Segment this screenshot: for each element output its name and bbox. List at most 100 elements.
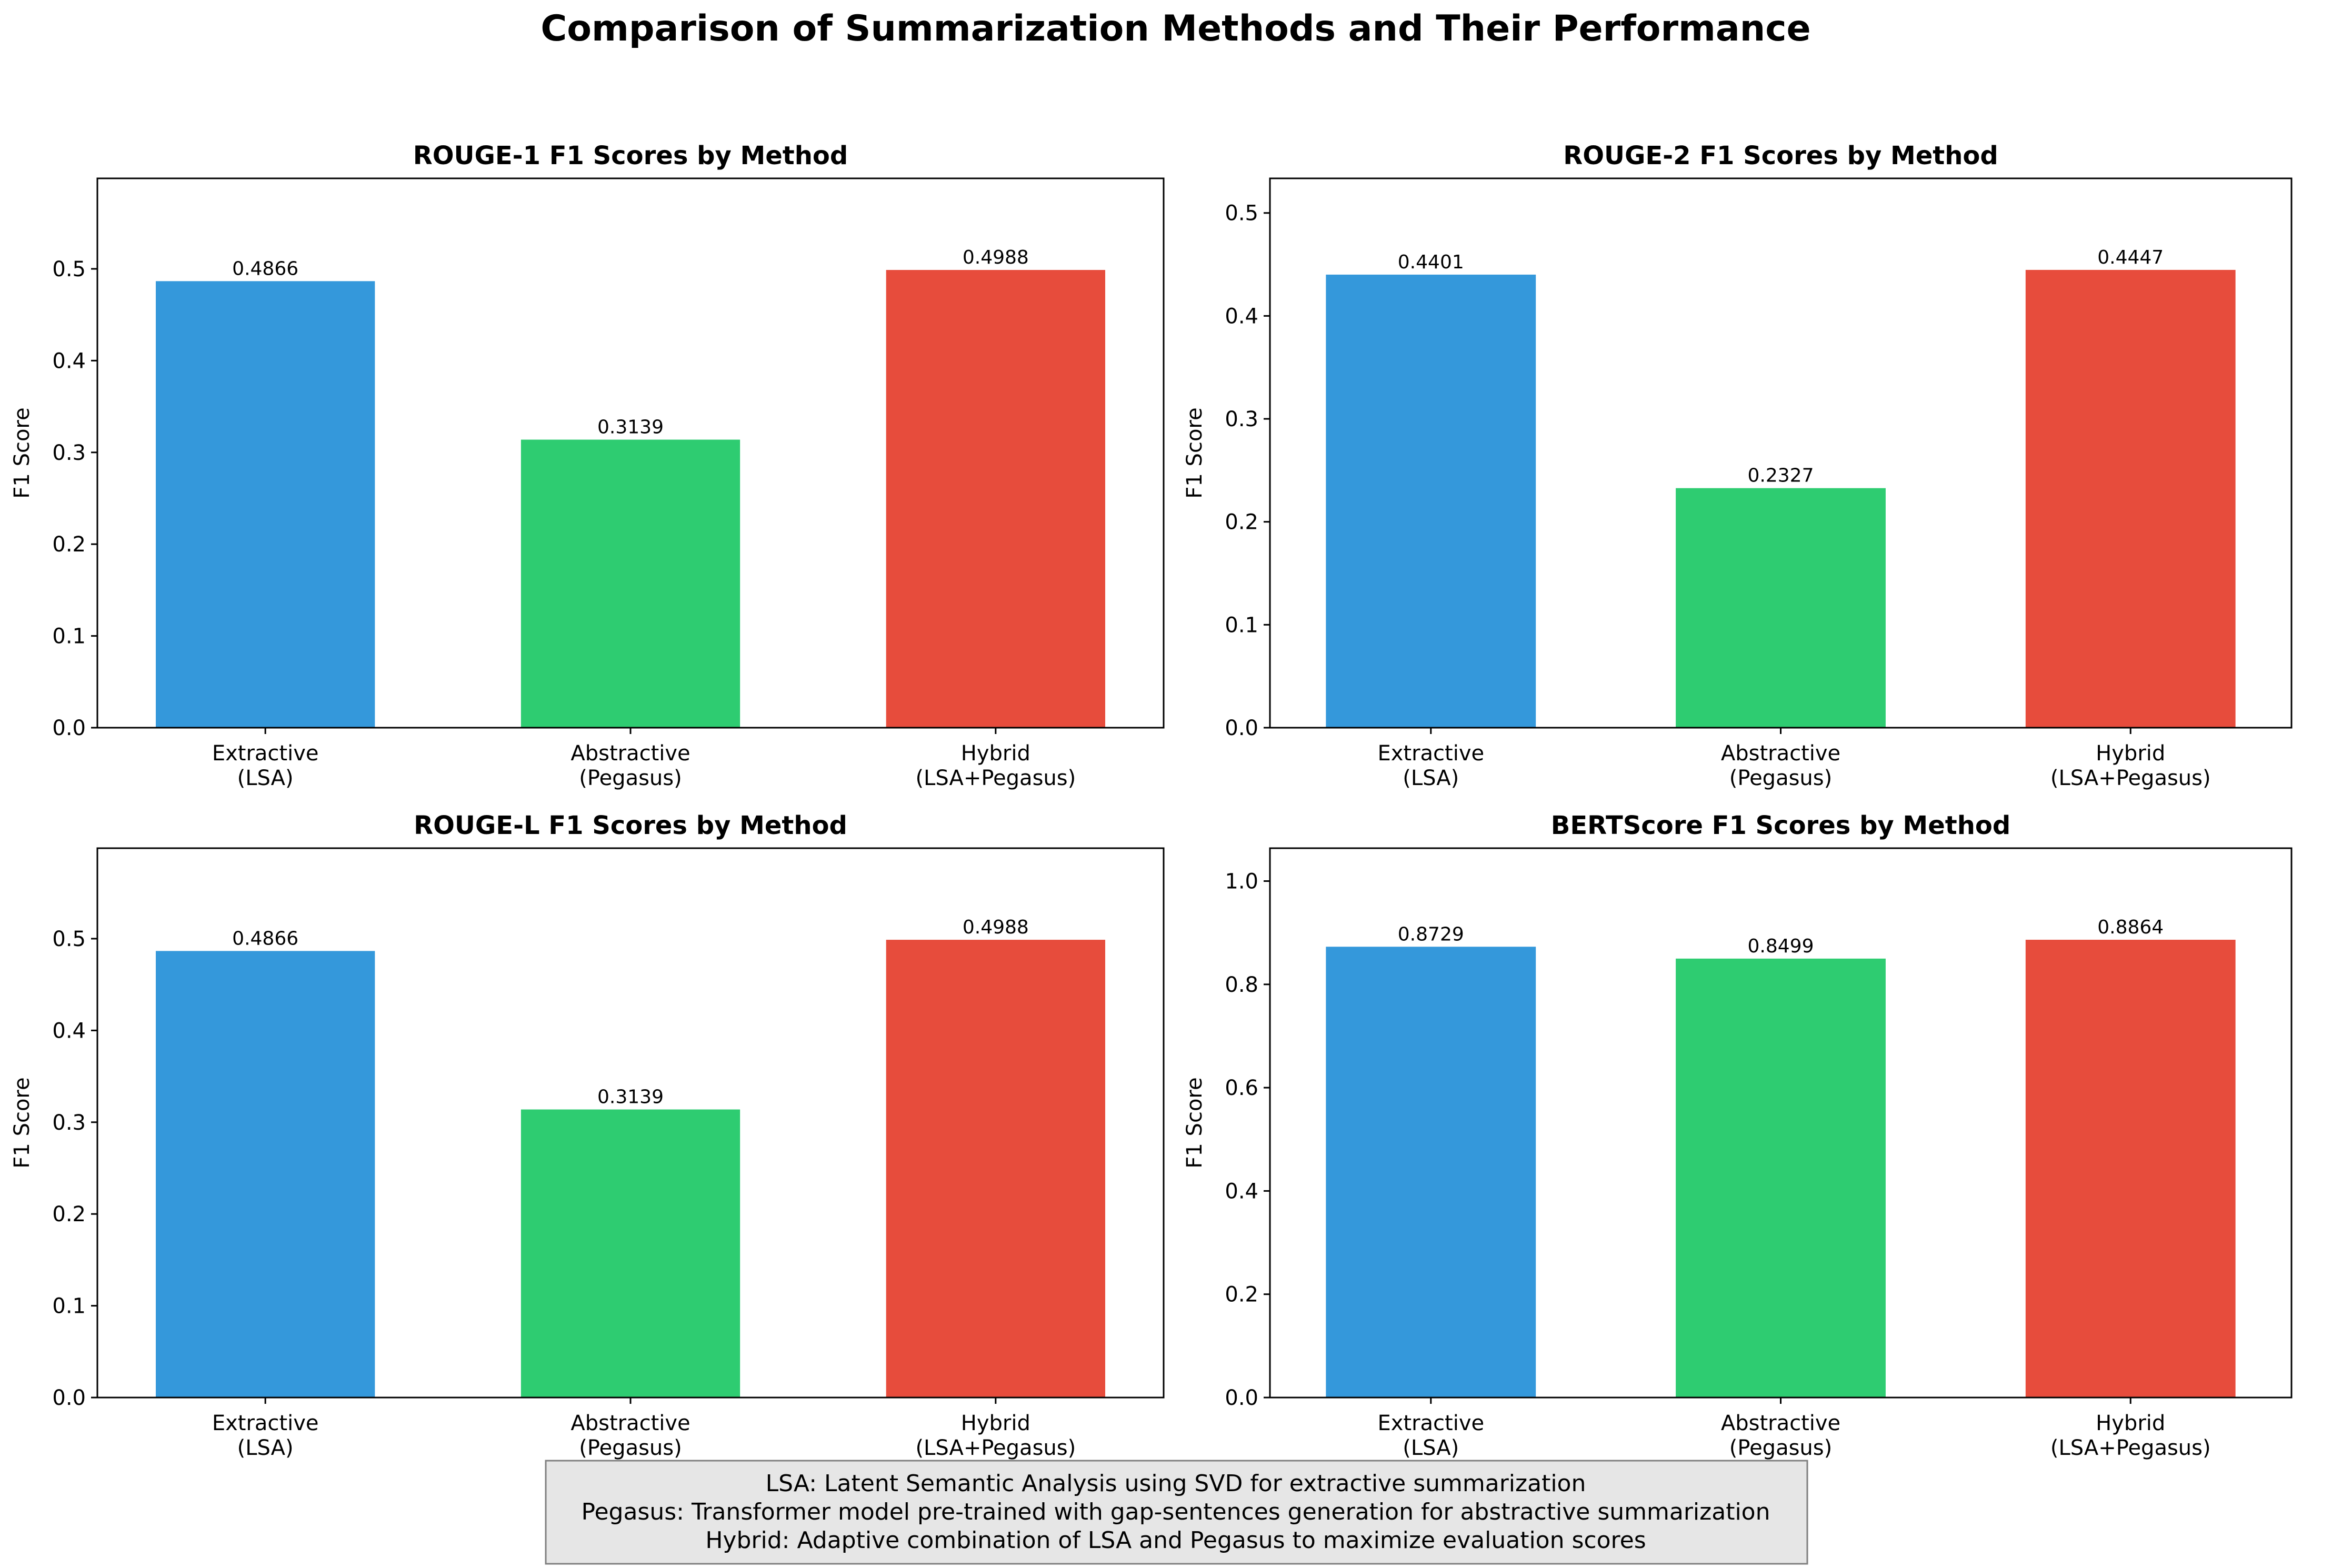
y-tick-label: 0.1 — [52, 625, 86, 649]
y-tick-label: 0.5 — [52, 257, 86, 282]
bar-1 — [1326, 274, 1536, 728]
bar-1 — [156, 281, 375, 728]
y-tick-label: 0.2 — [1225, 510, 1258, 535]
footnote-box: LSA: Latent Semantic Analysis using SVD … — [545, 1460, 1808, 1565]
bar-3 — [2025, 269, 2236, 728]
y-tick-label: 0.6 — [1225, 1076, 1258, 1100]
y-tick-label: 0.2 — [52, 532, 86, 557]
bar-value-label: 0.3139 — [597, 417, 664, 438]
bar-value-label: 0.4988 — [963, 247, 1029, 268]
x-tick-label-line: Abstractive — [571, 1411, 690, 1435]
x-tick-label-line: Hybrid — [961, 741, 1030, 766]
bar-3 — [886, 270, 1105, 728]
subplot-4: BERTScore F1 Scores by Method 0.8729 0.849… — [1183, 811, 2293, 1460]
y-tick-label: 0.5 — [1225, 202, 1258, 226]
bar-3 — [886, 940, 1105, 1398]
subplot-grid: ROUGE-1 F1 Scores by Method 0.4866 0.3139 0… — [10, 141, 2293, 1460]
y-tick-label: 0.3 — [1225, 407, 1258, 431]
footnote-line: Hybrid: Adaptive combination of LSA and … — [705, 1527, 1646, 1554]
bar-value-label: 0.4988 — [963, 917, 1029, 938]
bar-3 — [2025, 940, 2236, 1398]
subplot-title: BERTScore F1 Scores by Method — [1551, 811, 2010, 840]
y-axis-label: F1 Score — [10, 407, 34, 498]
x-tick-label-line: Hybrid — [961, 1411, 1030, 1435]
y-tick-label: 0.1 — [1225, 613, 1258, 637]
subplot-2: ROUGE-2 F1 Scores by Method 0.4401 0.2327 0… — [1183, 141, 2293, 790]
y-tick-label: 0.4 — [52, 349, 86, 373]
bar-value-label: 0.4401 — [1398, 252, 1464, 273]
y-tick-label: 0.0 — [52, 716, 86, 740]
x-tick-label: Hybrid (LSA+Pegasus) — [915, 741, 1076, 790]
bar-value-label: 0.4447 — [2097, 247, 2164, 268]
x-tick-label: Extractive (LSA) — [1377, 1411, 1484, 1460]
x-tick-label-line: Abstractive — [1721, 1411, 1840, 1435]
x-tick-label-line: (LSA) — [237, 766, 294, 790]
y-axis-label: F1 Score — [1183, 407, 1207, 498]
y-axis-label: F1 Score — [1183, 1077, 1207, 1168]
x-tick-label: Hybrid (LSA+Pegasus) — [2050, 1411, 2211, 1460]
x-tick-label-line: Hybrid — [2096, 741, 2165, 766]
subplot-title: ROUGE-2 F1 Scores by Method — [1563, 141, 1998, 170]
y-tick-label: 0.8 — [1225, 973, 1258, 997]
y-tick-label: 0.2 — [52, 1202, 86, 1227]
bar-2 — [1676, 958, 1886, 1398]
y-tick-label: 0.3 — [52, 1111, 86, 1135]
bar-2 — [1676, 488, 1886, 728]
x-tick-label-line: (LSA) — [1403, 1436, 1459, 1460]
x-tick-label-line: Extractive — [1377, 741, 1484, 766]
y-axis-label: F1 Score — [10, 1077, 34, 1168]
x-tick-label: Extractive (LSA) — [1377, 741, 1484, 790]
x-tick-label: Abstractive (Pegasus) — [571, 1411, 690, 1460]
bar-value-label: 0.4866 — [232, 258, 298, 279]
x-tick-label-line: Extractive — [212, 741, 319, 766]
bar-value-label: 0.8864 — [2097, 917, 2164, 938]
subplot-3: ROUGE-L F1 Scores by Method 0.4866 0.3139 0… — [10, 811, 1165, 1460]
y-tick-label: 0.0 — [1225, 1386, 1258, 1410]
x-tick-label: Abstractive (Pegasus) — [571, 741, 690, 790]
x-tick-label-line: Abstractive — [571, 741, 690, 766]
x-tick-label: Extractive (LSA) — [212, 1411, 319, 1460]
x-tick-label-line: (LSA+Pegasus) — [2050, 766, 2211, 790]
y-tick-label: 0.4 — [52, 1019, 86, 1043]
footnote-background — [545, 1460, 1808, 1565]
x-tick-label: Abstractive (Pegasus) — [1721, 1411, 1840, 1460]
figure-title: Comparison of Summarization Methods and … — [541, 8, 1810, 49]
x-tick-label: Extractive (LSA) — [212, 741, 319, 790]
bar-2 — [521, 439, 740, 728]
y-tick-label: 0.1 — [52, 1294, 86, 1319]
x-tick-label-line: (Pegasus) — [579, 766, 682, 790]
y-tick-label: 0.4 — [1225, 1179, 1258, 1203]
x-tick-label: Hybrid (LSA+Pegasus) — [2050, 741, 2211, 790]
x-tick-label-line: (LSA) — [237, 1436, 294, 1460]
y-tick-label: 0.4 — [1225, 304, 1258, 328]
x-tick-label-line: (LSA+Pegasus) — [915, 766, 1076, 790]
x-tick-label-line: Extractive — [1377, 1411, 1484, 1435]
bar-value-label: 0.8729 — [1398, 923, 1464, 945]
x-tick-label-line: Abstractive — [1721, 741, 1840, 766]
bar-value-label: 0.4866 — [232, 928, 298, 949]
y-tick-label: 0.2 — [1225, 1283, 1258, 1307]
bar-value-label: 0.3139 — [597, 1087, 664, 1108]
x-tick-label: Hybrid (LSA+Pegasus) — [915, 1411, 1076, 1460]
subplot-title: ROUGE-1 F1 Scores by Method — [413, 141, 848, 170]
footnote-line: Pegasus: Transformer model pre-trained w… — [582, 1499, 1770, 1525]
x-tick-label-line: Hybrid — [2096, 1411, 2165, 1435]
y-tick-label: 1.0 — [1225, 870, 1258, 894]
subplot-1: ROUGE-1 F1 Scores by Method 0.4866 0.3139 0… — [10, 141, 1165, 790]
bar-value-label: 0.8499 — [1748, 936, 1814, 957]
y-tick-label: 0.0 — [52, 1386, 86, 1410]
y-tick-label: 0.5 — [52, 927, 86, 951]
x-tick-label-line: (LSA) — [1403, 766, 1459, 790]
x-tick-label-line: (Pegasus) — [579, 1436, 682, 1460]
bar-1 — [1326, 947, 1536, 1398]
x-tick-label-line: (Pegasus) — [1729, 1436, 1832, 1460]
subplot-title: ROUGE-L F1 Scores by Method — [414, 811, 847, 840]
bar-value-label: 0.2327 — [1748, 465, 1814, 487]
y-tick-label: 0.0 — [1225, 716, 1258, 740]
x-tick-label-line: (Pegasus) — [1729, 766, 1832, 790]
bar-2 — [521, 1109, 740, 1398]
footnote-line: LSA: Latent Semantic Analysis using SVD … — [766, 1470, 1586, 1497]
y-tick-label: 0.3 — [52, 441, 86, 465]
